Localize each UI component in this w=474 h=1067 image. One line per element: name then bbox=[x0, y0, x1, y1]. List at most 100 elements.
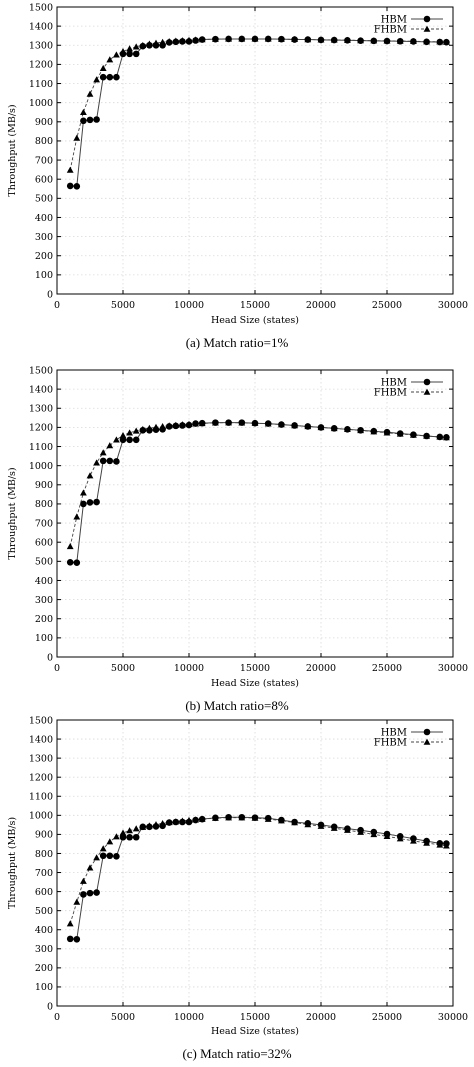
y-tick-label: 400 bbox=[35, 576, 53, 587]
data-point-fhbm bbox=[86, 864, 94, 871]
y-tick-label: 400 bbox=[35, 213, 53, 224]
y-tick-label: 0 bbox=[47, 1001, 53, 1012]
data-point-hbm bbox=[179, 422, 186, 429]
data-point-hbm bbox=[165, 423, 173, 430]
data-point-fhbm bbox=[119, 432, 127, 439]
data-point-hbm bbox=[192, 816, 199, 824]
data-point-hbm bbox=[86, 889, 94, 897]
data-point-hbm bbox=[132, 50, 140, 58]
data-point-fhbm bbox=[93, 854, 100, 861]
data-point-hbm bbox=[410, 835, 417, 842]
data-point-hbm bbox=[423, 38, 430, 46]
x-tick-label: 5000 bbox=[111, 300, 135, 311]
data-point-hbm bbox=[225, 35, 232, 43]
data-point-hbm bbox=[212, 419, 219, 426]
data-point-fhbm bbox=[113, 436, 120, 443]
x-tick-label: 30000 bbox=[438, 300, 468, 311]
data-point-hbm bbox=[304, 36, 312, 43]
data-point-fhbm bbox=[86, 472, 94, 479]
data-point-hbm bbox=[179, 38, 186, 45]
data-point-hbm bbox=[410, 431, 417, 438]
y-tick-label: 500 bbox=[35, 557, 53, 568]
legend-marker-hbm bbox=[423, 15, 431, 23]
data-point-hbm bbox=[192, 420, 199, 427]
data-point-hbm bbox=[80, 500, 87, 508]
data-point-hbm bbox=[119, 436, 127, 444]
data-point-hbm bbox=[192, 37, 199, 44]
y-tick-label: 1400 bbox=[29, 21, 53, 32]
data-point-hbm bbox=[172, 38, 180, 46]
y-tick-label: 1200 bbox=[29, 773, 53, 784]
data-point-fhbm bbox=[113, 51, 120, 58]
data-point-hbm bbox=[330, 823, 338, 831]
data-point-hbm bbox=[165, 39, 173, 46]
data-point-hbm bbox=[86, 116, 94, 124]
data-point-hbm bbox=[443, 840, 450, 847]
data-point-hbm bbox=[344, 825, 351, 832]
data-point-hbm bbox=[317, 821, 325, 829]
data-point-hbm bbox=[66, 935, 74, 943]
data-point-hbm bbox=[66, 558, 74, 566]
data-point-hbm bbox=[172, 422, 180, 430]
x-tick-label: 20000 bbox=[306, 1012, 336, 1023]
data-point-hbm bbox=[443, 38, 450, 46]
data-point-hbm bbox=[304, 820, 312, 827]
y-tick-label: 600 bbox=[35, 175, 53, 186]
y-tick-label: 100 bbox=[35, 982, 53, 993]
data-point-hbm bbox=[106, 73, 114, 81]
x-tick-label: 20000 bbox=[306, 300, 336, 311]
x-tick-label: 10000 bbox=[174, 300, 204, 311]
data-point-hbm bbox=[119, 833, 127, 841]
data-point-fhbm bbox=[80, 108, 87, 115]
data-point-hbm bbox=[93, 116, 100, 123]
data-point-fhbm bbox=[126, 45, 133, 52]
data-point-hbm bbox=[139, 426, 147, 434]
data-point-fhbm bbox=[106, 56, 114, 63]
data-point-fhbm bbox=[132, 43, 140, 50]
data-point-fhbm bbox=[73, 513, 81, 520]
y-tick-label: 700 bbox=[35, 868, 53, 879]
data-point-hbm bbox=[198, 815, 206, 823]
data-point-hbm bbox=[436, 38, 444, 46]
data-point-hbm bbox=[278, 35, 285, 43]
y-tick-label: 200 bbox=[35, 614, 53, 625]
data-point-hbm bbox=[264, 814, 272, 822]
legend-label-fhbm: FHBM bbox=[374, 25, 407, 36]
y-axis-title: Throughput (MB/s) bbox=[7, 467, 18, 559]
data-point-hbm bbox=[146, 426, 153, 434]
y-tick-label: 600 bbox=[35, 887, 53, 898]
data-point-hbm bbox=[80, 891, 87, 898]
data-point-fhbm bbox=[99, 845, 107, 852]
data-point-fhbm bbox=[93, 459, 100, 466]
data-point-hbm bbox=[291, 36, 298, 43]
data-point-hbm bbox=[436, 433, 444, 441]
y-tick-label: 1300 bbox=[29, 41, 53, 52]
data-point-hbm bbox=[73, 935, 81, 943]
y-tick-label: 900 bbox=[35, 480, 53, 491]
data-point-hbm bbox=[99, 73, 107, 81]
data-point-hbm bbox=[251, 35, 259, 43]
y-tick-label: 1300 bbox=[29, 753, 53, 764]
plot-frame bbox=[56, 369, 454, 658]
y-tick-label: 1300 bbox=[29, 404, 53, 415]
data-point-hbm bbox=[73, 182, 81, 190]
data-point-fhbm bbox=[93, 76, 100, 83]
y-tick-label: 900 bbox=[35, 117, 53, 128]
data-point-hbm bbox=[330, 425, 338, 432]
data-point-hbm bbox=[198, 419, 206, 427]
x-tick-label: 0 bbox=[54, 300, 60, 311]
y-tick-label: 700 bbox=[35, 518, 53, 529]
data-point-hbm bbox=[146, 823, 153, 831]
data-point-hbm bbox=[344, 426, 351, 433]
data-point-fhbm bbox=[132, 825, 140, 832]
data-point-fhbm bbox=[80, 489, 87, 496]
data-point-hbm bbox=[179, 818, 186, 826]
x-tick-label: 15000 bbox=[240, 663, 270, 674]
data-point-fhbm bbox=[80, 877, 87, 884]
data-point-fhbm bbox=[73, 134, 81, 141]
data-point-hbm bbox=[317, 36, 325, 44]
y-tick-label: 500 bbox=[35, 906, 53, 917]
data-point-fhbm bbox=[99, 449, 107, 456]
data-point-hbm bbox=[80, 117, 87, 125]
